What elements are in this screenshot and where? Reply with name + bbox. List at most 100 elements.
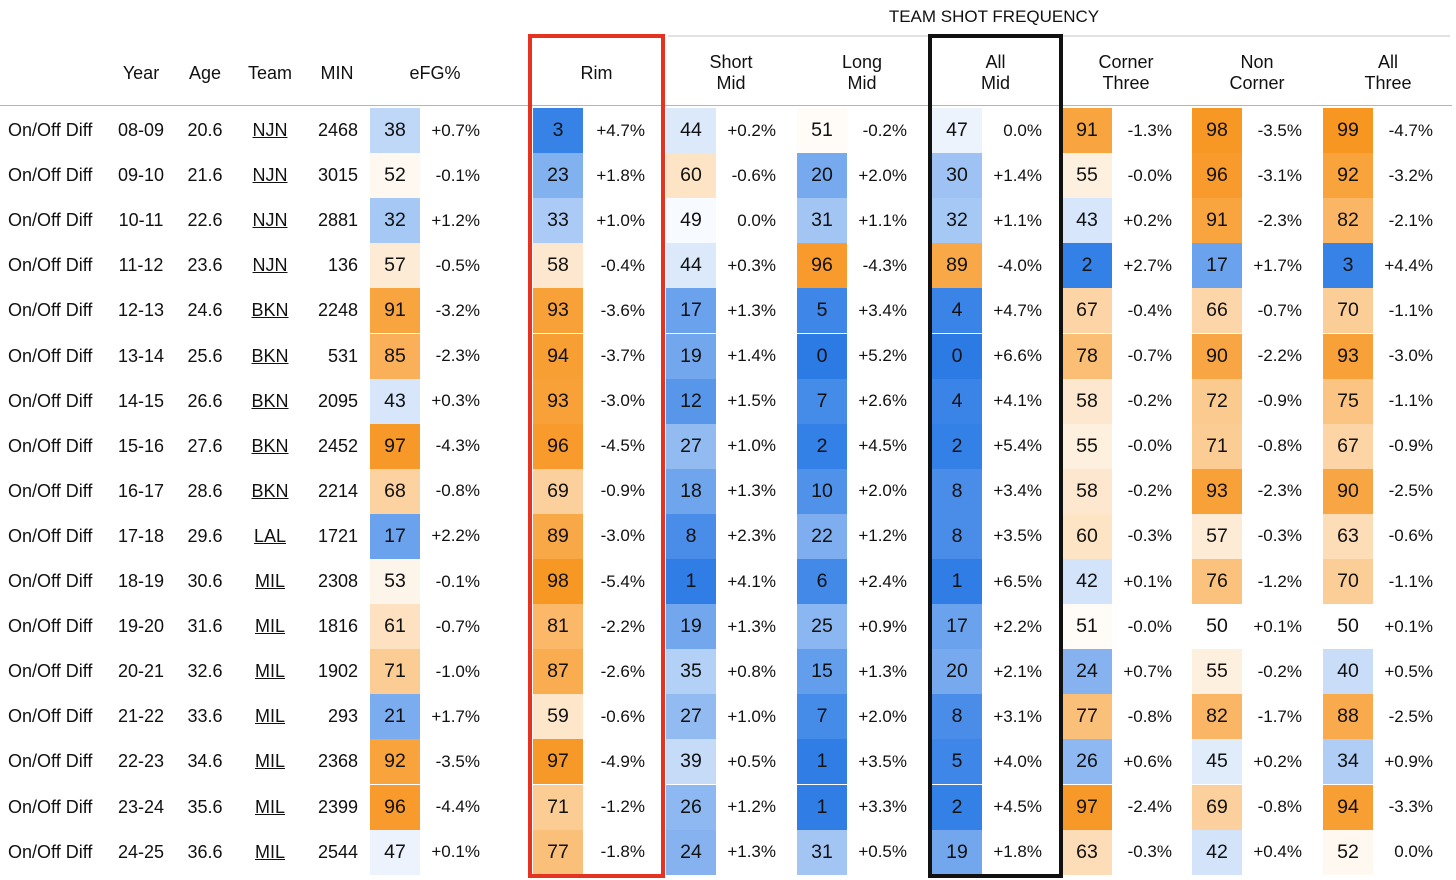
non-corner-percentile: 17 [1192, 243, 1242, 289]
cell-year: 22-23 [117, 751, 165, 772]
efg-percentile: 47 [370, 829, 420, 875]
efg-percentile: 57 [370, 243, 420, 289]
non-corner-diff: -0.7% [1257, 300, 1302, 320]
long-mid-diff: +2.0% [858, 165, 907, 185]
cell-team[interactable]: BKN [251, 345, 289, 366]
cell-team[interactable]: MIL [254, 616, 285, 637]
all-three-diff: -2.5% [1388, 706, 1433, 726]
cell-year: 09-10 [117, 165, 165, 186]
efg-diff: +2.2% [431, 526, 480, 546]
cell-team[interactable]: LAL [253, 525, 287, 546]
cell-team[interactable]: NJN [252, 165, 288, 186]
efg-diff: +0.7% [431, 120, 480, 140]
header-rim[interactable]: Rim [580, 62, 613, 83]
rim-percentile: 59 [533, 694, 583, 740]
group-underline [668, 35, 1450, 37]
non-corner-diff: -3.1% [1257, 165, 1302, 185]
short-mid-percentile: 24 [666, 829, 716, 875]
rim-diff: -0.4% [600, 255, 645, 275]
efg-percentile: 85 [370, 333, 420, 379]
cell-team[interactable]: MIL [254, 751, 285, 772]
long-mid-percentile: 51 [797, 108, 847, 153]
row-label: On/Off Diff [8, 210, 93, 231]
header-short-mid[interactable]: Short Mid [709, 52, 753, 93]
short-mid-diff: -0.6% [731, 165, 776, 185]
cell-team[interactable]: MIL [254, 706, 285, 727]
row-label: On/Off Diff [8, 480, 93, 501]
short-mid-diff: +1.3% [727, 616, 776, 636]
cell-year: 18-19 [117, 571, 165, 591]
corner-three-percentile: 24 [1062, 649, 1112, 695]
corner-three-diff: +0.7% [1123, 661, 1172, 681]
cell-team[interactable]: BKN [251, 300, 289, 321]
rim-diff: -3.0% [600, 391, 645, 411]
cell-team[interactable]: MIL [254, 841, 285, 862]
header-long-mid[interactable]: Long Mid [841, 52, 883, 93]
all-three-percentile: 70 [1323, 559, 1373, 604]
header-all-mid[interactable]: All Mid [980, 52, 1010, 93]
cell-team[interactable]: NJN [252, 210, 288, 231]
all-mid-percentile: 32 [932, 198, 982, 244]
header-all-three[interactable]: All Three [1364, 52, 1412, 93]
cell-team[interactable]: MIL [254, 571, 285, 591]
efg-percentile: 71 [370, 649, 420, 695]
short-mid-diff: +1.3% [727, 481, 776, 501]
cell-team[interactable]: BKN [251, 435, 289, 456]
cell-team[interactable]: MIL [254, 661, 285, 682]
efg-diff: -3.5% [435, 751, 480, 771]
group-title: TEAM SHOT FREQUENCY [888, 7, 1100, 26]
efg-diff: -0.1% [435, 165, 480, 185]
cell-team[interactable]: BKN [251, 390, 289, 411]
efg-diff: -0.8% [435, 481, 480, 501]
corner-three-diff: -0.2% [1127, 391, 1172, 411]
cell-team[interactable]: NJN [252, 255, 288, 276]
all-three-diff: -1.1% [1388, 300, 1433, 320]
cell-year: 08-09 [117, 120, 165, 140]
table-row: On/Off Diff 20-21 32.6 MIL 1902 71 -1.0% 87 -2.6… [0, 649, 1456, 695]
cell-min: 1902 [317, 661, 358, 682]
header-corner-three[interactable]: Corner Three [1098, 52, 1154, 93]
header-non-corner[interactable]: Non Corner [1229, 52, 1285, 93]
long-mid-percentile: 20 [797, 153, 847, 199]
all-three-percentile: 90 [1323, 468, 1373, 514]
efg-percentile: 38 [370, 108, 420, 153]
non-corner-diff: -2.2% [1257, 346, 1302, 365]
long-mid-diff: -0.2% [862, 120, 907, 140]
cell-year: 12-13 [117, 300, 165, 321]
all-mid-diff: +1.4% [993, 165, 1042, 185]
long-mid-diff: +2.4% [858, 571, 907, 591]
cell-age: 31.6 [187, 616, 223, 637]
efg-diff: -0.7% [435, 616, 480, 636]
all-three-diff: +4.4% [1384, 255, 1433, 275]
header-year[interactable]: Year [122, 62, 160, 83]
corner-three-diff: +0.2% [1123, 210, 1172, 230]
short-mid-diff: +1.0% [727, 436, 776, 456]
all-mid-diff: +5.4% [993, 436, 1042, 456]
cell-team[interactable]: NJN [252, 120, 288, 140]
table-row: On/Off Diff 10-11 22.6 NJN 2881 32 +1.2% 33 +1.0… [0, 198, 1456, 244]
all-mid-diff: +3.5% [993, 526, 1042, 546]
long-mid-diff: +1.2% [858, 526, 907, 546]
header-efg[interactable]: eFG% [409, 62, 461, 83]
corner-three-diff: -0.7% [1127, 346, 1172, 365]
short-mid-diff: +2.3% [727, 526, 776, 546]
rim-percentile: 77 [533, 829, 583, 875]
table-row: On/Off Diff 08-09 20.6 NJN 2468 38 +0.7% 3 +4.7%… [0, 108, 1456, 153]
efg-diff: +1.2% [431, 210, 480, 230]
all-three-percentile: 70 [1323, 288, 1373, 334]
rim-diff: +1.0% [596, 210, 645, 230]
short-mid-percentile: 1 [666, 559, 716, 604]
cell-min: 136 [327, 255, 358, 276]
header-age[interactable]: Age [188, 62, 222, 83]
rim-percentile: 97 [533, 739, 583, 785]
non-corner-percentile: 96 [1192, 153, 1242, 199]
corner-three-percentile: 26 [1062, 739, 1112, 785]
all-three-diff: -0.6% [1388, 526, 1433, 546]
header-team[interactable]: Team [247, 62, 292, 83]
header-min[interactable]: MIN [320, 62, 354, 83]
cell-team[interactable]: MIL [254, 796, 285, 817]
cell-team[interactable]: BKN [251, 480, 289, 501]
short-mid-diff: +0.2% [727, 120, 776, 140]
row-label: On/Off Diff [8, 165, 93, 186]
rim-diff: -4.9% [600, 751, 645, 771]
